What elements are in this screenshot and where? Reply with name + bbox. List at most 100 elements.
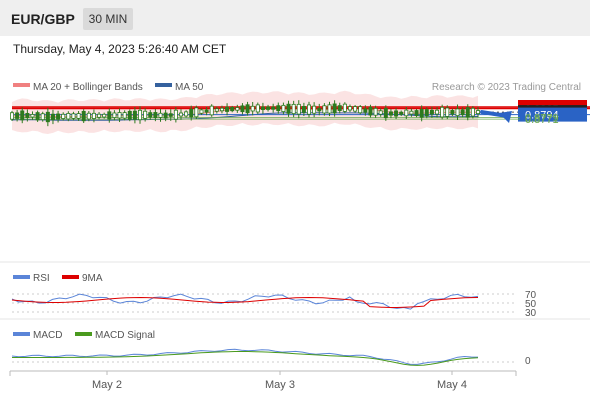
macd-legend-label: MACD bbox=[33, 330, 62, 341]
support-level-label: 0.8779 bbox=[525, 113, 559, 125]
candle bbox=[50, 113, 55, 121]
candle bbox=[373, 108, 378, 116]
rsi-line bbox=[11, 293, 479, 310]
candle bbox=[260, 106, 265, 110]
candle bbox=[419, 109, 424, 118]
rsi-ma-legend-label: 9MA bbox=[82, 273, 103, 284]
candle bbox=[61, 113, 66, 119]
candle bbox=[383, 108, 388, 119]
candle bbox=[317, 107, 322, 112]
macd-signal-legend-label: MACD Signal bbox=[95, 330, 155, 341]
candle bbox=[414, 110, 419, 117]
candle bbox=[112, 112, 117, 118]
rsi-tick-label: 70 bbox=[525, 290, 537, 301]
candle bbox=[86, 112, 91, 120]
candle bbox=[225, 106, 230, 112]
macd-signal-legend-swatch bbox=[75, 332, 92, 336]
candle bbox=[66, 113, 71, 120]
candle bbox=[235, 107, 240, 111]
candle bbox=[71, 113, 76, 119]
candle bbox=[194, 107, 199, 118]
candle bbox=[20, 110, 25, 121]
bollinger-band bbox=[12, 90, 478, 134]
candle bbox=[435, 109, 440, 115]
candle bbox=[117, 112, 122, 119]
macd-zero-label: 0 bbox=[525, 356, 531, 367]
candle bbox=[301, 106, 306, 113]
candle bbox=[460, 109, 465, 116]
x-tick-label: May 2 bbox=[92, 379, 122, 391]
candle bbox=[388, 111, 393, 116]
candle bbox=[30, 114, 35, 118]
candle bbox=[475, 110, 480, 114]
candle bbox=[81, 110, 86, 122]
candle bbox=[122, 112, 127, 119]
candle bbox=[209, 105, 214, 116]
candle bbox=[132, 110, 137, 120]
x-tick-label: May 4 bbox=[437, 379, 467, 391]
candle bbox=[204, 109, 209, 113]
candle bbox=[399, 111, 404, 115]
rsi-tick-label: 50 bbox=[525, 299, 537, 310]
top-bar: EUR/GBP 30 MIN bbox=[0, 0, 590, 36]
candle bbox=[189, 108, 194, 118]
candle bbox=[322, 105, 327, 114]
ma20-legend-swatch bbox=[13, 83, 30, 87]
candle bbox=[445, 107, 450, 117]
support-level-label: 0.8771 bbox=[525, 114, 559, 126]
candle bbox=[332, 103, 337, 114]
candle bbox=[102, 113, 107, 118]
candle bbox=[255, 104, 260, 113]
rsi-ma-line bbox=[11, 296, 479, 308]
candle bbox=[465, 107, 470, 118]
candle bbox=[173, 109, 178, 120]
candle bbox=[143, 110, 148, 119]
candle bbox=[148, 112, 153, 118]
candle bbox=[312, 105, 317, 114]
candle bbox=[276, 105, 281, 112]
timeframe-button[interactable]: 30 MIN bbox=[83, 8, 133, 30]
rsi-legend-label: RSI bbox=[33, 273, 50, 284]
candle bbox=[404, 109, 409, 117]
candle bbox=[107, 111, 112, 120]
candle bbox=[271, 106, 276, 110]
candle bbox=[368, 106, 373, 116]
candle bbox=[163, 112, 168, 119]
symbol-title: EUR/GBP bbox=[11, 11, 75, 27]
candle bbox=[153, 112, 158, 119]
candle bbox=[429, 109, 434, 115]
rsi-panel bbox=[11, 293, 516, 313]
candle bbox=[266, 106, 271, 110]
candle bbox=[307, 104, 312, 115]
candle bbox=[470, 107, 475, 117]
chart-datetime: Thursday, May 4, 2023 5:26:40 AM CET bbox=[13, 42, 227, 56]
candle bbox=[230, 107, 235, 112]
candle bbox=[168, 113, 173, 117]
ma50-legend-swatch bbox=[155, 83, 172, 87]
candle bbox=[409, 110, 414, 115]
pivot-level-label: 0.8794 bbox=[525, 110, 559, 122]
macd-panel bbox=[11, 348, 516, 366]
macd-legend-swatch bbox=[13, 332, 30, 336]
candle bbox=[127, 110, 132, 120]
candle bbox=[25, 112, 30, 119]
pivot-level-tag bbox=[518, 107, 587, 122]
candle bbox=[40, 113, 45, 121]
candle bbox=[250, 105, 255, 112]
x-tick-label: May 3 bbox=[265, 379, 295, 391]
candle bbox=[76, 113, 81, 119]
candle bbox=[45, 111, 50, 123]
candle bbox=[394, 110, 399, 117]
candle bbox=[455, 108, 460, 117]
candle bbox=[296, 103, 301, 115]
candle bbox=[91, 112, 96, 119]
ma20-legend-label: MA 20 + Bollinger Bands bbox=[33, 82, 143, 93]
candle bbox=[184, 111, 189, 117]
candle bbox=[240, 105, 245, 113]
candle bbox=[286, 103, 291, 114]
candle bbox=[15, 112, 20, 119]
candle bbox=[199, 109, 204, 114]
macd-line bbox=[11, 348, 479, 365]
